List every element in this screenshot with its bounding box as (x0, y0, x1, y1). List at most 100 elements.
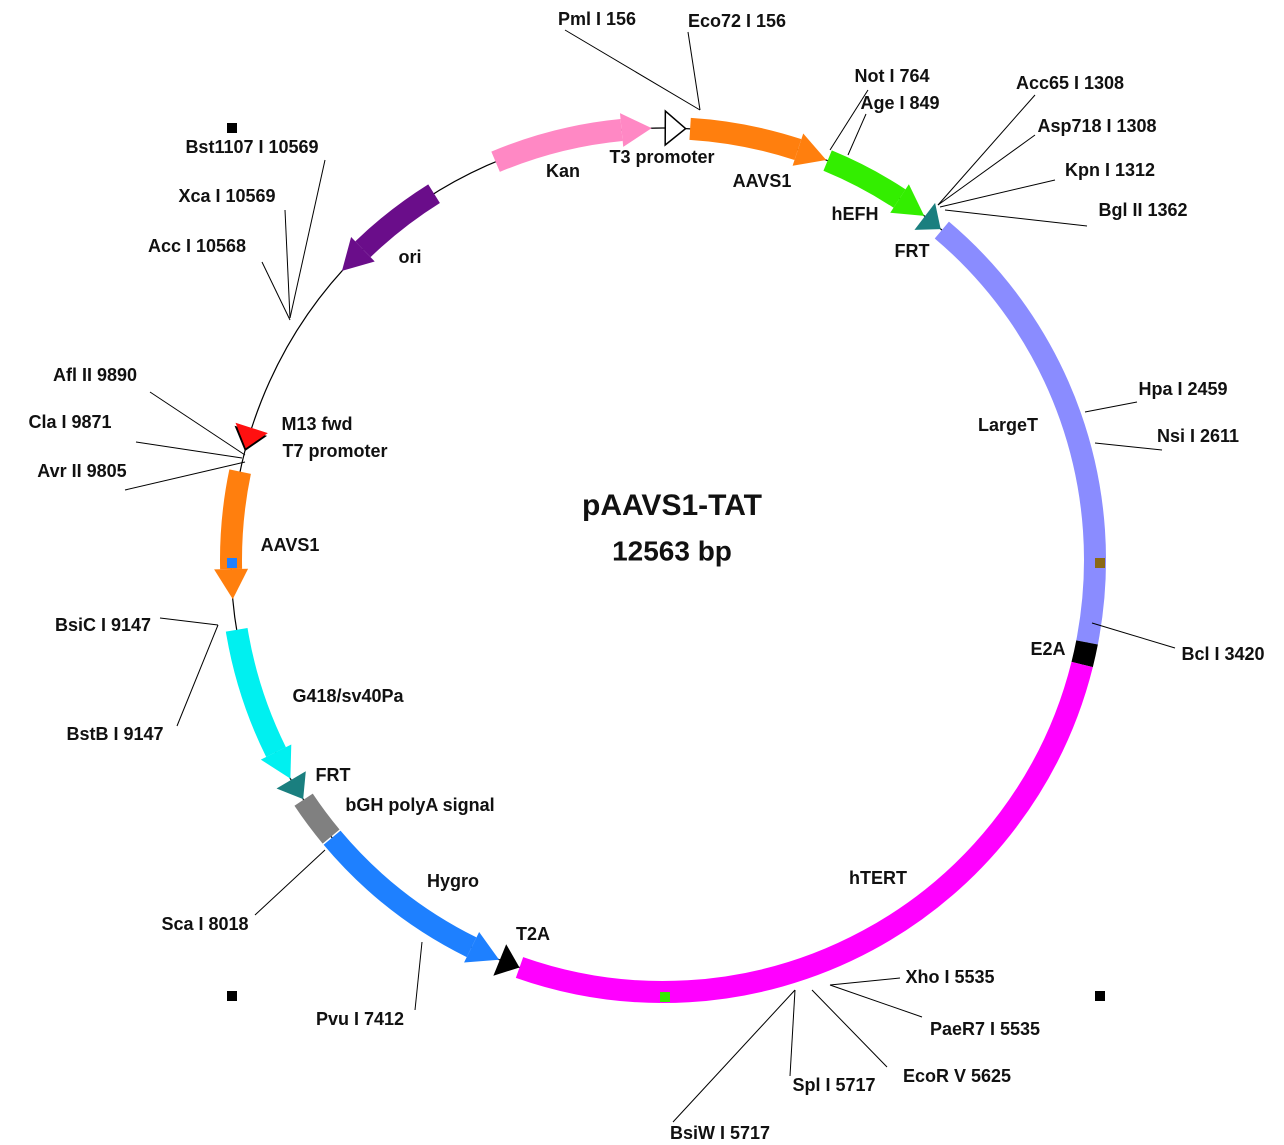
feature-label: AAVS1 (261, 535, 320, 555)
site-label: Afl II 9890 (53, 365, 137, 385)
site-leader (159, 617, 219, 626)
site-leader (672, 989, 796, 1123)
site-leader (944, 209, 1088, 227)
feature-marker (1095, 558, 1105, 568)
feature-label: E2A (1030, 639, 1065, 659)
feature-label: T7 promoter (282, 441, 387, 461)
site-label: Age I 849 (860, 93, 939, 113)
corner-marker (227, 991, 237, 1001)
feature-arc (225, 627, 286, 757)
feature-arrowhead (914, 202, 941, 230)
site-label: Spl I 5717 (792, 1075, 875, 1095)
site-leader (829, 89, 869, 151)
feature-arc (220, 469, 251, 570)
corner-marker (1095, 991, 1105, 1001)
feature-label: AAVS1 (733, 171, 792, 191)
site-label: PaeR7 I 5535 (930, 1019, 1040, 1039)
site-leader (414, 941, 423, 1011)
site-label: Xca I 10569 (178, 186, 275, 206)
site-label: Pvu I 7412 (316, 1009, 404, 1029)
site-label: EcoR V 5625 (903, 1066, 1011, 1086)
site-label: Not I 764 (854, 66, 929, 86)
feature-label: FRT (895, 241, 930, 261)
site-leader (1084, 401, 1138, 413)
feature-arc (323, 830, 477, 958)
feature-label: T2A (516, 924, 550, 944)
site-leader (289, 159, 326, 319)
feature-arc (294, 793, 340, 844)
site-label: Nsi I 2611 (1157, 426, 1239, 446)
feature-label: G418/sv40Pa (292, 686, 404, 706)
feature-label: hTERT (849, 868, 907, 888)
feature-label: FRT (316, 765, 351, 785)
site-leader (811, 989, 888, 1068)
site-leader (149, 391, 246, 456)
feature-arc (1071, 640, 1098, 668)
site-label: Avr II 9805 (37, 461, 126, 481)
feature-arc (491, 119, 623, 172)
feature-arc (355, 184, 440, 258)
feature-marker (660, 992, 670, 1002)
feature-label: bGH polyA signal (345, 795, 494, 815)
site-label: BstB I 9147 (66, 724, 163, 744)
feature-arrowhead (464, 932, 500, 963)
site-label: Bcl I 3420 (1181, 644, 1264, 664)
feature-label: M13 fwd (281, 414, 352, 434)
site-label: Sca I 8018 (161, 914, 248, 934)
site-label: Bst1107 I 10569 (185, 137, 318, 157)
feature-arrowhead (664, 109, 687, 147)
site-label: BsiW I 5717 (670, 1123, 770, 1143)
feature-label: Hygro (427, 871, 479, 891)
feature-label: hEFH (832, 204, 879, 224)
site-label: Eco72 I 156 (688, 11, 786, 31)
feature-arrowhead (235, 422, 268, 449)
site-leader (284, 209, 291, 319)
site-label: Hpa I 2459 (1138, 379, 1227, 399)
feature-arc (689, 117, 802, 161)
feature-arrowhead (493, 944, 520, 976)
feature-label: LargeT (978, 415, 1038, 435)
feature-arrowhead (260, 744, 292, 779)
site-label: Asp718 I 1308 (1037, 116, 1156, 136)
feature-arc (823, 150, 906, 208)
feature-label: ori (398, 247, 421, 267)
feature-arrowhead (341, 237, 375, 271)
site-leader (937, 134, 1036, 206)
feature-arrowhead (276, 771, 306, 800)
site-leader (789, 989, 796, 1077)
feature-arrowhead (619, 113, 652, 147)
site-leader (937, 94, 1036, 206)
feature-arc (934, 221, 1106, 645)
site-label: Xho I 5535 (905, 967, 994, 987)
site-leader (1091, 622, 1176, 649)
site-leader (254, 849, 326, 916)
site-leader (124, 461, 246, 491)
plasmid-name: pAAVS1-TAT (582, 489, 762, 522)
site-leader (564, 29, 701, 111)
site-leader (829, 984, 923, 1018)
site-leader (1094, 442, 1163, 451)
corner-marker (227, 123, 237, 133)
site-leader (687, 31, 701, 111)
feature-arrowhead (890, 184, 925, 216)
site-label: Bgl II 1362 (1098, 200, 1187, 220)
feature-label: T3 promoter (609, 147, 714, 167)
site-label: Acc I 10568 (148, 236, 246, 256)
site-leader (135, 441, 243, 459)
site-leader (176, 624, 219, 727)
site-label: Kpn I 1312 (1065, 160, 1155, 180)
feature-label: Kan (546, 161, 580, 181)
feature-arc (515, 661, 1093, 1003)
plasmid-size: 12563 bp (612, 535, 732, 566)
site-leader (829, 977, 901, 986)
site-label: Cla I 9871 (28, 412, 111, 432)
feature-marker (227, 558, 237, 568)
site-label: Pml I 156 (558, 9, 636, 29)
feature-arrowhead (214, 568, 249, 600)
site-leader (847, 113, 867, 156)
site-leader (261, 261, 291, 321)
site-label: BsiC I 9147 (55, 615, 151, 635)
site-leader (939, 179, 1056, 208)
